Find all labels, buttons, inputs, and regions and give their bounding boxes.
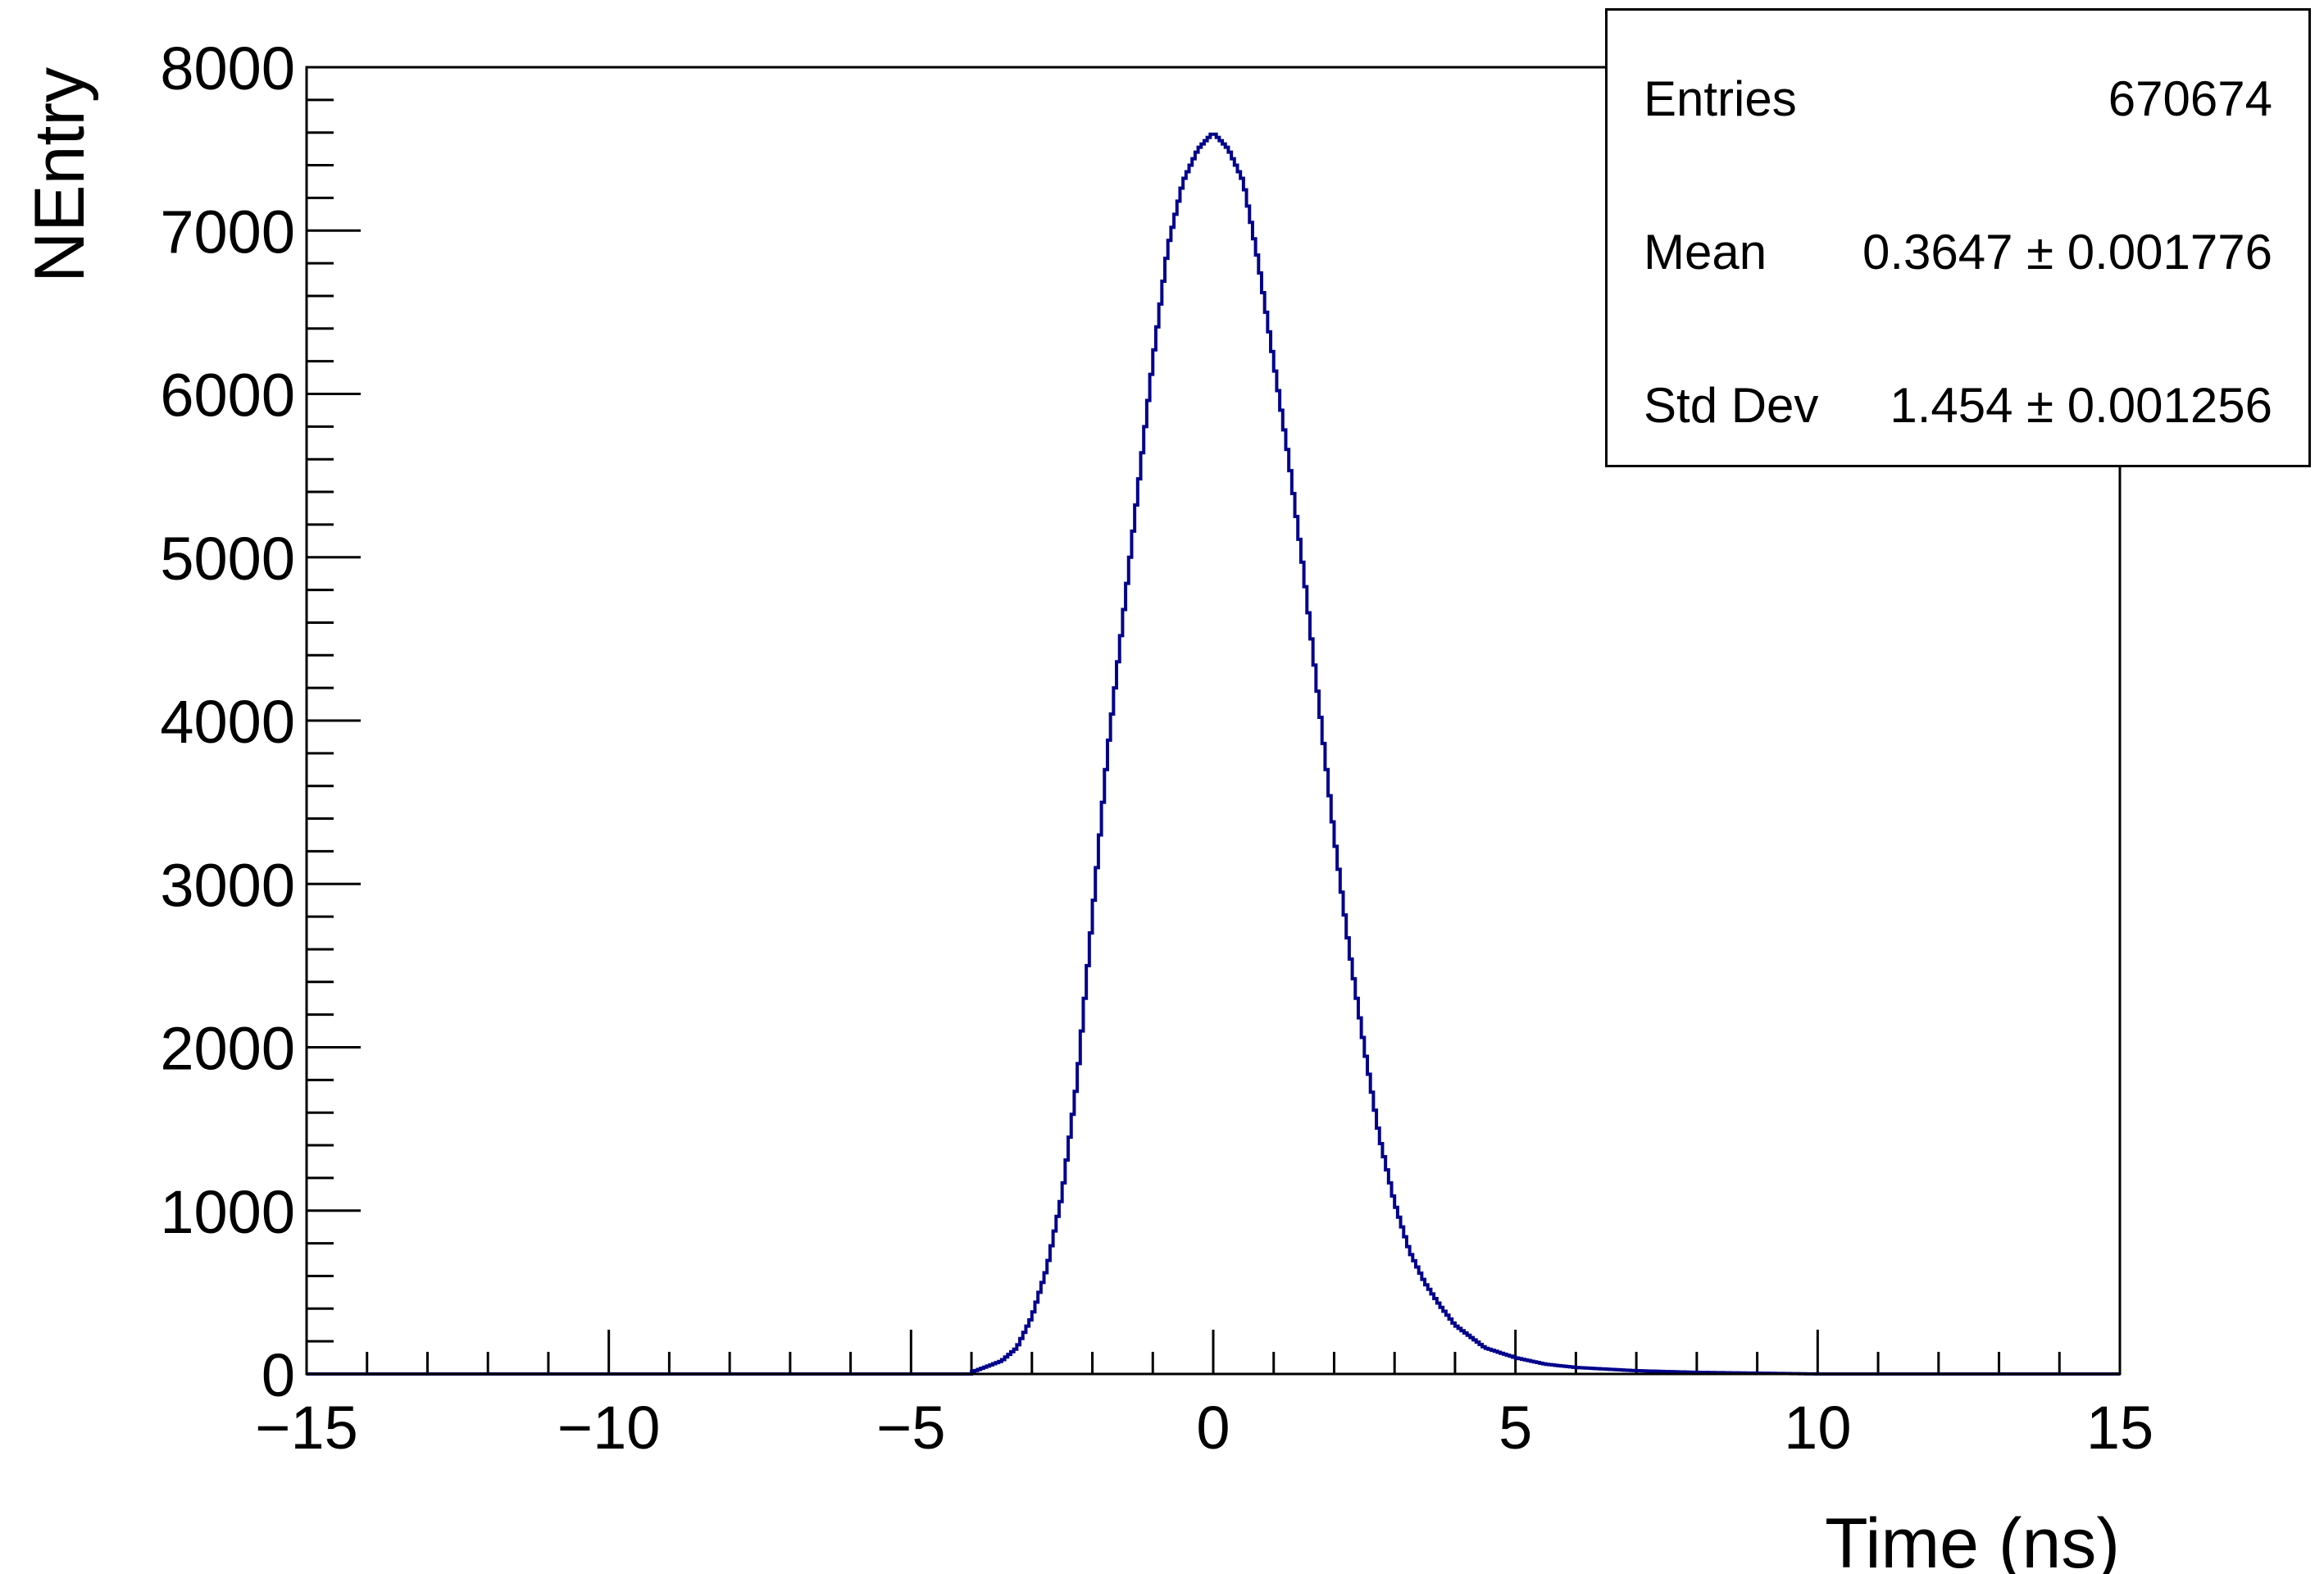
x-tick-label: −10 — [557, 1394, 661, 1462]
y-axis-title: NEntry — [20, 67, 99, 283]
y-tick-label: 3000 — [160, 851, 295, 919]
x-tick-label: −15 — [255, 1394, 358, 1462]
x-tick-label: −5 — [876, 1394, 945, 1462]
stats-std-row: Std Dev 1.454 ± 0.001256 — [1644, 372, 2272, 438]
y-tick-label: 0 — [262, 1341, 295, 1409]
stats-std-label: Std Dev — [1644, 377, 1819, 433]
stats-entries-row: Entries 670674 — [1644, 66, 2272, 131]
y-tick-label: 5000 — [160, 525, 295, 593]
stats-entries-value: 670674 — [2108, 71, 2272, 126]
stats-mean-value: 0.3647 ± 0.001776 — [1862, 224, 2272, 280]
stats-mean-label: Mean — [1644, 224, 1767, 280]
x-axis-title: Time (ns) — [1825, 1504, 2120, 1574]
y-tick-label: 1000 — [160, 1178, 295, 1246]
x-tick-label: 15 — [2086, 1394, 2153, 1462]
tick-labels: −15 −10 −5 0 5 10 15 0 1000 2000 3000 4000 5000 6000 7… — [160, 34, 2153, 1462]
stats-box: Entries 670674 Mean 0.3647 ± 0.001776 St… — [1605, 8, 2311, 467]
plot-frame — [305, 66, 2122, 1376]
x-tick-label: 5 — [1499, 1394, 1532, 1462]
x-tick-label: 0 — [1196, 1394, 1230, 1462]
y-tick-label: 2000 — [160, 1015, 295, 1083]
stats-mean-row: Mean 0.3647 ± 0.001776 — [1644, 219, 2272, 284]
y-tick-label: 7000 — [160, 198, 295, 266]
y-tick-label: 6000 — [160, 362, 295, 430]
stats-std-value: 1.454 ± 0.001256 — [1890, 377, 2272, 433]
y-tick-label: 8000 — [160, 34, 295, 102]
stats-entries-label: Entries — [1644, 71, 1797, 126]
y-tick-label: 4000 — [160, 688, 295, 756]
x-tick-label: 10 — [1784, 1394, 1851, 1462]
